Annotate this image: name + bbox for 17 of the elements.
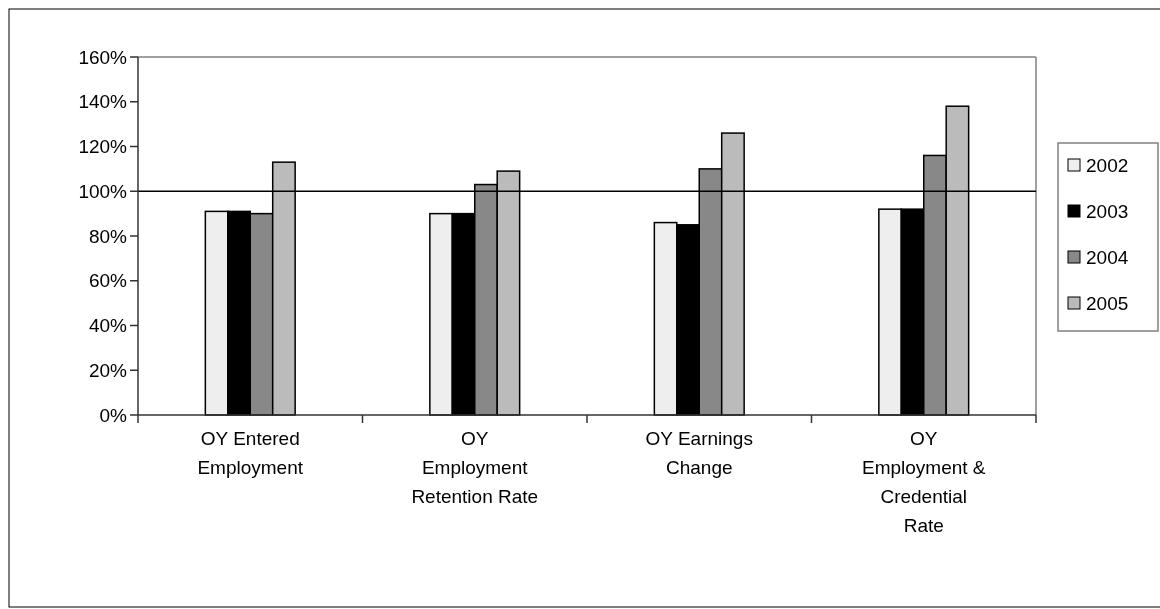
- y-tick-label: 80%: [88, 225, 128, 247]
- legend-label: 2004: [1086, 246, 1129, 268]
- y-tick-label: 100%: [78, 180, 128, 202]
- y-tick-label: 0%: [99, 404, 128, 426]
- y-tick-label: 120%: [78, 136, 128, 158]
- legend-label: 2002: [1086, 154, 1129, 176]
- legend-label: 2005: [1086, 292, 1129, 314]
- legend-label: 2003: [1086, 200, 1129, 222]
- x-tick-label: OY Entered Employment: [197, 428, 304, 478]
- y-tick-label: 20%: [88, 359, 128, 381]
- x-tick-label: OY Earnings Change: [645, 428, 753, 478]
- y-tick-label: 160%: [78, 46, 128, 68]
- y-tick-label: 60%: [88, 270, 128, 292]
- y-tick-label: 140%: [78, 91, 128, 113]
- x-tick-label: OY Employment Retention Rate: [411, 428, 539, 507]
- y-tick-label: 40%: [88, 315, 128, 337]
- x-tick-label: OY Employment & Credential Rate: [861, 428, 986, 536]
